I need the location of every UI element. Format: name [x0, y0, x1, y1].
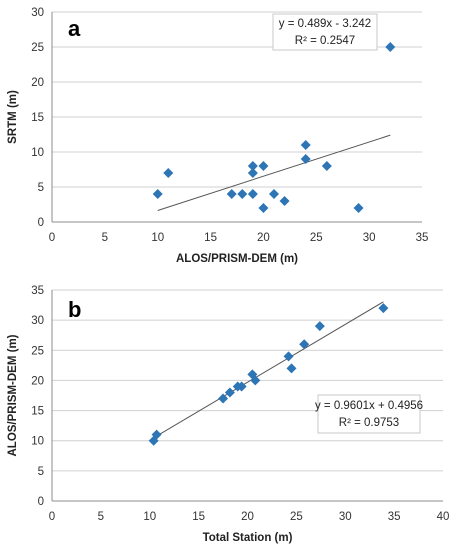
trendline [157, 134, 391, 211]
x-tick-labels: 0 5 10 15 20 25 30 35 40 [49, 511, 450, 523]
y-tick-label: 5 [38, 466, 44, 478]
data-point [258, 203, 269, 213]
data-point [279, 196, 290, 206]
x-tick-label: 20 [241, 511, 254, 523]
chart-panel-b: 0 5 10 15 20 25 30 35 0 5 10 15 20 25 30 35 40 y = 0.96… [7, 285, 449, 544]
data-point [247, 161, 258, 171]
x-tick-label: 30 [363, 232, 376, 244]
x-tick-label: 30 [339, 511, 352, 523]
x-tick-label: 5 [98, 511, 104, 523]
x-tick-label: 15 [204, 232, 217, 244]
y-axis-title: ALOS/PRISM-DEM (m) [7, 334, 19, 456]
x-tick-label: 0 [49, 511, 55, 523]
y-axis-title: SRTM (m) [7, 90, 19, 144]
y-tick-label: 20 [31, 375, 44, 387]
trendline-group [157, 134, 391, 211]
x-tick-label: 5 [102, 232, 108, 244]
data-point [237, 189, 248, 199]
y-tick-label: 30 [31, 7, 44, 19]
x-tick-label: 10 [143, 511, 156, 523]
trendline-equation: y = 0.9601x + 0.4956 [315, 400, 423, 412]
data-point [385, 42, 396, 52]
grid-lines [52, 11, 422, 188]
data-point [224, 387, 235, 398]
x-axis-title: ALOS/PRISM-DEM (m) [176, 253, 298, 265]
x-tick-label: 15 [192, 511, 205, 523]
data-point [247, 369, 258, 380]
data-point [152, 189, 163, 199]
data-point [314, 321, 325, 332]
data-point [258, 161, 269, 171]
data-point [236, 381, 247, 392]
y-tick-label: 15 [31, 112, 44, 124]
data-point [286, 363, 297, 374]
x-tick-label: 35 [416, 232, 429, 244]
data-point [299, 339, 310, 350]
data-point [321, 161, 332, 171]
chart-panel-a: 0 5 10 15 20 25 30 0 5 10 15 20 25 30 35 y = 0.489x -… [7, 7, 428, 265]
data-points [148, 303, 389, 446]
y-tick-labels: 0 5 10 15 20 25 30 35 [31, 285, 44, 508]
y-tick-label: 35 [31, 285, 44, 297]
data-point [378, 303, 389, 314]
x-tick-label: 40 [437, 511, 450, 523]
y-tick-label: 10 [31, 436, 44, 448]
y-tick-label: 30 [31, 315, 44, 327]
y-tick-label: 5 [38, 182, 44, 194]
y-tick-label: 0 [38, 496, 44, 508]
data-point [300, 154, 311, 164]
x-tick-label: 0 [49, 232, 55, 244]
axes [51, 12, 422, 223]
equation-box [317, 394, 421, 434]
r-squared-label: R² = 0.2547 [295, 35, 355, 47]
y-tick-label: 0 [38, 217, 44, 229]
trendline [153, 301, 384, 439]
y-tick-label: 20 [31, 77, 44, 89]
panel-label: b [68, 297, 81, 322]
axes [51, 290, 443, 502]
trendline-group [153, 301, 384, 439]
data-point [250, 375, 261, 386]
data-point [163, 168, 174, 178]
data-point [283, 351, 294, 362]
x-tick-labels: 0 5 10 15 20 25 30 35 [49, 232, 429, 244]
data-point [300, 140, 311, 150]
x-tick-label: 25 [290, 511, 303, 523]
grid-lines [52, 289, 443, 472]
y-tick-label: 25 [31, 345, 44, 357]
y-tick-label: 10 [31, 147, 44, 159]
panel-label: a [68, 16, 81, 41]
trendline-equation: y = 0.489x - 3.242 [279, 18, 371, 30]
y-tick-labels: 0 5 10 15 20 25 30 [31, 7, 44, 229]
data-point [218, 393, 229, 404]
data-point [353, 203, 364, 213]
data-point [151, 429, 162, 440]
y-tick-label: 15 [31, 406, 44, 418]
x-axis-title: Total Station (m) [203, 532, 293, 544]
data-point [247, 189, 258, 199]
x-tick-label: 10 [151, 232, 164, 244]
y-tick-label: 25 [31, 42, 44, 54]
data-point [226, 189, 237, 199]
r-squared-label: R² = 0.9753 [339, 417, 399, 429]
data-point [269, 189, 279, 199]
x-tick-label: 25 [310, 232, 323, 244]
data-points [152, 42, 396, 213]
data-point [247, 168, 258, 178]
x-tick-label: 35 [388, 511, 401, 523]
x-tick-label: 20 [257, 232, 270, 244]
equation-box [272, 13, 378, 51]
